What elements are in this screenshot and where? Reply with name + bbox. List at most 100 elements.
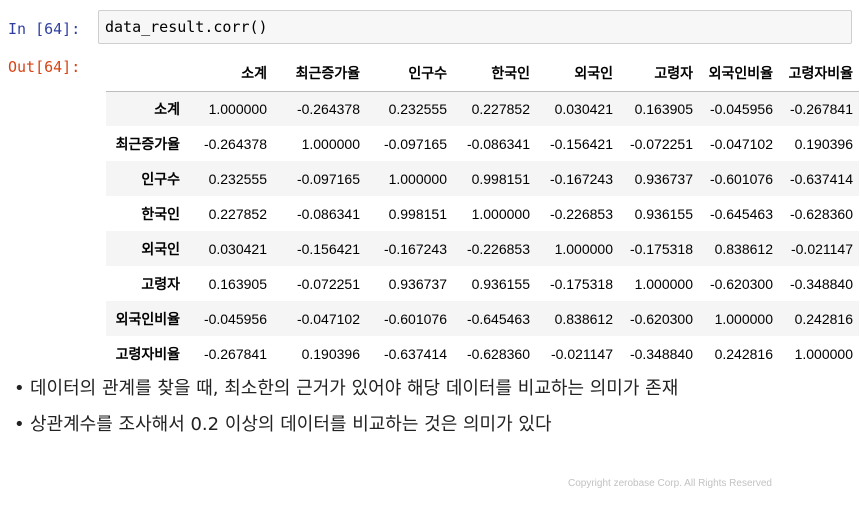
table-cell: -0.156421 (549, 135, 613, 152)
table-cell: -0.072251 (296, 275, 360, 292)
note-text: 데이터의 관계를 찾을 때, 최소한의 근거가 있어야 해당 데이터를 비교하는… (30, 378, 679, 399)
table-row: 고령자 0.163905 -0.072251 0.936737 0.936155 -0.1… (106, 266, 859, 301)
row-index-label: 최근증가율 (115, 135, 180, 152)
table-cell: 0.232555 (208, 170, 267, 187)
index-header-blank (106, 56, 186, 92)
row-index-label: 외국인비율 (115, 310, 180, 327)
table-cell: 0.242816 (794, 310, 853, 327)
table-cell: -0.045956 (203, 310, 267, 327)
table-cell: -0.348840 (629, 345, 693, 362)
row-index-label: 외국인 (141, 240, 180, 257)
table-cell: 1.000000 (634, 275, 693, 292)
table-cell: 1.000000 (208, 100, 267, 117)
table-cell: -0.226853 (466, 240, 530, 257)
table-cell: 0.227852 (471, 100, 530, 117)
table-cell: 0.998151 (388, 205, 447, 222)
table-cell: -0.045956 (709, 100, 773, 117)
table-cell: -0.021147 (790, 240, 853, 257)
table-cell: -0.086341 (466, 135, 530, 152)
table-cell: 0.190396 (794, 135, 853, 152)
notes-list: • 데이터의 관계를 찾을 때, 최소한의 근거가 있어야 해당 데이터를 비교하… (14, 371, 854, 443)
correlation-table: 소계 최근증가율 인구수 한국인 외국인 고령자 외국인비율 고령자비율 소계 1… (106, 56, 859, 371)
table-cell: 1.000000 (554, 240, 613, 257)
table-row: 고령자비율 -0.267841 0.190396 -0.637414 -0.628360… (106, 336, 859, 371)
table-cell: -0.620300 (709, 275, 773, 292)
table-cell: 0.163905 (634, 100, 693, 117)
table-cell: 0.190396 (301, 345, 360, 362)
row-index-label: 인구수 (141, 170, 180, 187)
bullet-icon: • (14, 378, 25, 399)
table-cell: -0.348840 (789, 275, 853, 292)
row-index-label: 고령자비율 (115, 345, 180, 362)
table-cell: -0.226853 (549, 205, 613, 222)
table-cell: 0.232555 (388, 100, 447, 117)
note-item: • 상관계수를 조사해서 0.2 이상의 데이터를 비교하는 것은 의미가 있다 (14, 407, 854, 443)
table-row: 최근증가율 -0.264378 1.000000 -0.097165 -0.086341… (106, 126, 859, 161)
table-cell: -0.097165 (296, 170, 360, 187)
table-cell: -0.175318 (549, 275, 613, 292)
table-cell: -0.167243 (549, 170, 613, 187)
table-cell: 1.000000 (301, 135, 360, 152)
table-row: 인구수 0.232555 -0.097165 1.000000 0.998151 -0.1… (106, 161, 859, 196)
table-cell: -0.175318 (629, 240, 693, 257)
table-cell: -0.267841 (789, 100, 853, 117)
table-cell: 0.936155 (634, 205, 693, 222)
table-cell: -0.637414 (383, 345, 447, 362)
copyright-text: Copyright zerobase Corp. All Rights Rese… (568, 478, 772, 489)
table-cell: 0.163905 (208, 275, 267, 292)
table-cell: -0.601076 (709, 170, 773, 187)
table-cell: -0.021147 (550, 345, 613, 362)
table-cell: 0.838612 (554, 310, 613, 327)
table-cell: 0.998151 (471, 170, 530, 187)
table-cell: -0.628360 (789, 205, 853, 222)
note-item: • 데이터의 관계를 찾을 때, 최소한의 근거가 있어야 해당 데이터를 비교하… (14, 371, 854, 407)
note-text: 상관계수를 조사해서 0.2 이상의 데이터를 비교하는 것은 의미가 있다 (30, 414, 552, 435)
table-cell: -0.264378 (296, 100, 360, 117)
row-index-label: 한국인 (141, 205, 180, 222)
table-cell: -0.097165 (383, 135, 447, 152)
table-cell: -0.637414 (789, 170, 853, 187)
column-header: 한국인 (453, 56, 536, 92)
table-cell: 0.936737 (388, 275, 447, 292)
column-header: 고령자비율 (779, 56, 859, 92)
bullet-icon: • (14, 414, 25, 435)
table-cell: -0.620300 (629, 310, 693, 327)
table-cell: 0.838612 (714, 240, 773, 257)
table-row: 소계 1.000000 -0.264378 0.232555 0.227852 0.030… (106, 91, 859, 126)
table-cell: -0.167243 (383, 240, 447, 257)
table-cell: 1.000000 (388, 170, 447, 187)
table-cell: -0.264378 (203, 135, 267, 152)
column-header: 인구수 (366, 56, 453, 92)
table-cell: -0.156421 (296, 240, 360, 257)
table-cell: 0.936737 (634, 170, 693, 187)
column-header: 최근증가율 (273, 56, 366, 92)
table-header-row: 소계 최근증가율 인구수 한국인 외국인 고령자 외국인비율 고령자비율 (106, 56, 859, 92)
table-cell: -0.645463 (466, 310, 530, 327)
table-row: 외국인비율 -0.045956 -0.047102 -0.601076 -0.64546… (106, 301, 859, 336)
row-index-label: 소계 (154, 100, 180, 117)
row-index-label: 고령자 (141, 275, 180, 292)
column-header: 고령자 (619, 56, 699, 92)
table-cell: -0.086341 (296, 205, 360, 222)
table-cell: 0.227852 (208, 205, 267, 222)
table-cell: -0.601076 (383, 310, 447, 327)
table-cell: 0.242816 (714, 345, 773, 362)
table-cell: 1.000000 (714, 310, 773, 327)
table-cell: 0.030421 (208, 240, 267, 257)
column-header: 소계 (186, 56, 273, 92)
table-cell: -0.645463 (709, 205, 773, 222)
table-cell: -0.047102 (296, 310, 360, 327)
column-header: 외국인비율 (699, 56, 779, 92)
table-row: 한국인 0.227852 -0.086341 0.998151 1.000000 -0.2… (106, 196, 859, 231)
code-cell-input[interactable]: data_result.corr() (98, 10, 852, 44)
table-cell: 0.936155 (471, 275, 530, 292)
table-cell: 1.000000 (471, 205, 530, 222)
table-row: 외국인 0.030421 -0.156421 -0.167243 -0.226853 1.… (106, 231, 859, 266)
table-cell: -0.628360 (466, 345, 530, 362)
table-cell: -0.047102 (709, 135, 773, 152)
table-cell: -0.072251 (629, 135, 693, 152)
output-prompt: Out[64]: (8, 58, 81, 76)
input-prompt: In [64]: (8, 20, 81, 38)
table-cell: 1.000000 (794, 345, 853, 362)
column-header: 외국인 (536, 56, 619, 92)
